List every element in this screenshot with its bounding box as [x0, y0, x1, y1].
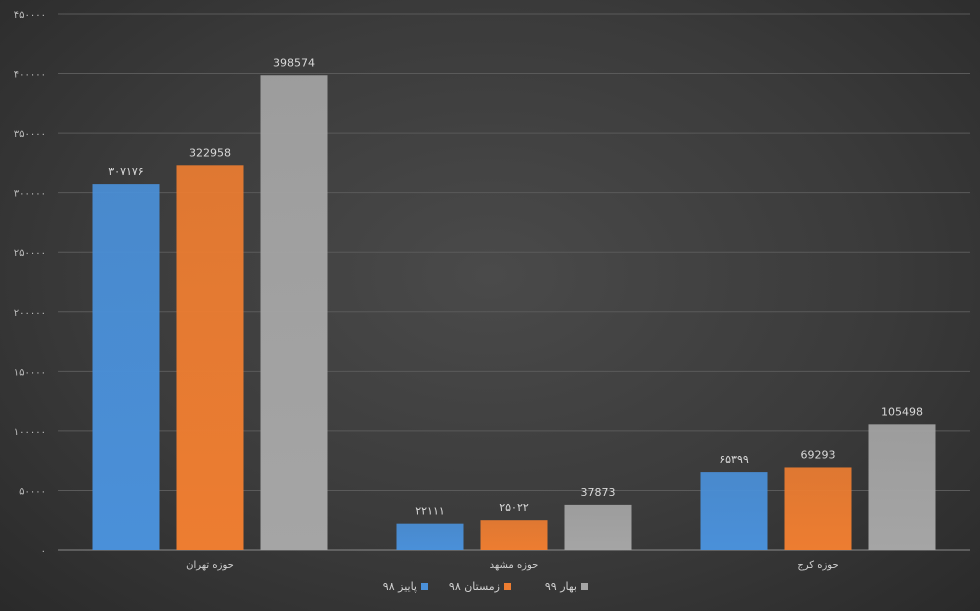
legend: پاییز ۹۸ زمستان ۹۸ بهار ۹۹: [383, 580, 588, 593]
legend-swatch: [504, 583, 511, 590]
data-label: ۲۵۰۲۲: [499, 501, 529, 514]
y-axis-tick-labels: ۰ ۵۰۰۰۰ ۱۰۰۰۰۰ ۱۵۰۰۰۰ ۲۰۰۰۰۰ ۲۵۰۰۰۰ ۳۰۰۰۰۰ ۳۵۰۰…: [14, 10, 46, 557]
legend-swatch: [581, 583, 588, 590]
data-label: 37873: [581, 486, 616, 499]
legend-label: بهار ۹۹: [545, 580, 577, 593]
data-label: ۲۲۱۱۱: [415, 505, 445, 518]
legend-label: پاییز ۹۸: [383, 580, 417, 593]
y-tick-label: ۲۵۰۰۰۰: [14, 248, 46, 259]
data-label: 398574: [273, 56, 315, 69]
legend-swatch: [421, 583, 428, 590]
data-label: 322958: [189, 146, 231, 159]
y-tick-label: ۰: [41, 546, 46, 557]
data-labels: ۳۰۷۱۷۶ 322958 398574 ۲۲۱۱۱ ۲۵۰۲۲ 37873 ۶۵۳۹۹ 69…: [108, 56, 923, 517]
data-label: 69293: [801, 448, 836, 461]
y-tick-label: ۵۰۰۰۰: [19, 486, 46, 497]
bar: [784, 467, 852, 550]
bar: [480, 520, 548, 550]
y-tick-label: ۱۰۰۰۰۰: [14, 427, 46, 438]
bar: [260, 75, 328, 550]
y-tick-label: ۱۵۰۰۰۰: [14, 367, 46, 378]
data-label: 105498: [881, 405, 923, 418]
data-label: ۶۵۳۹۹: [719, 453, 749, 466]
legend-label: زمستان ۹۸: [449, 580, 500, 593]
y-tick-label: ۴۵۰۰۰۰: [14, 10, 46, 21]
category-label: حوزه کرج: [797, 560, 838, 571]
bars: [92, 75, 936, 550]
category-label: حوزه تهران: [186, 560, 234, 571]
bar: [176, 165, 244, 550]
y-tick-label: ۴۰۰۰۰۰: [14, 70, 46, 81]
category-labels: حوزه تهران حوزه مشهد حوزه کرج: [186, 560, 838, 571]
data-label: ۳۰۷۱۷۶: [108, 165, 143, 178]
bar: [700, 472, 768, 550]
category-label: حوزه مشهد: [490, 560, 539, 571]
y-tick-label: ۲۰۰۰۰۰: [14, 308, 46, 319]
y-tick-label: ۳۰۰۰۰۰: [14, 189, 46, 200]
bar: [92, 184, 160, 550]
bar: [564, 504, 632, 550]
bar: [396, 523, 464, 550]
bar: [868, 424, 936, 550]
y-tick-label: ۳۵۰۰۰۰: [14, 129, 46, 140]
